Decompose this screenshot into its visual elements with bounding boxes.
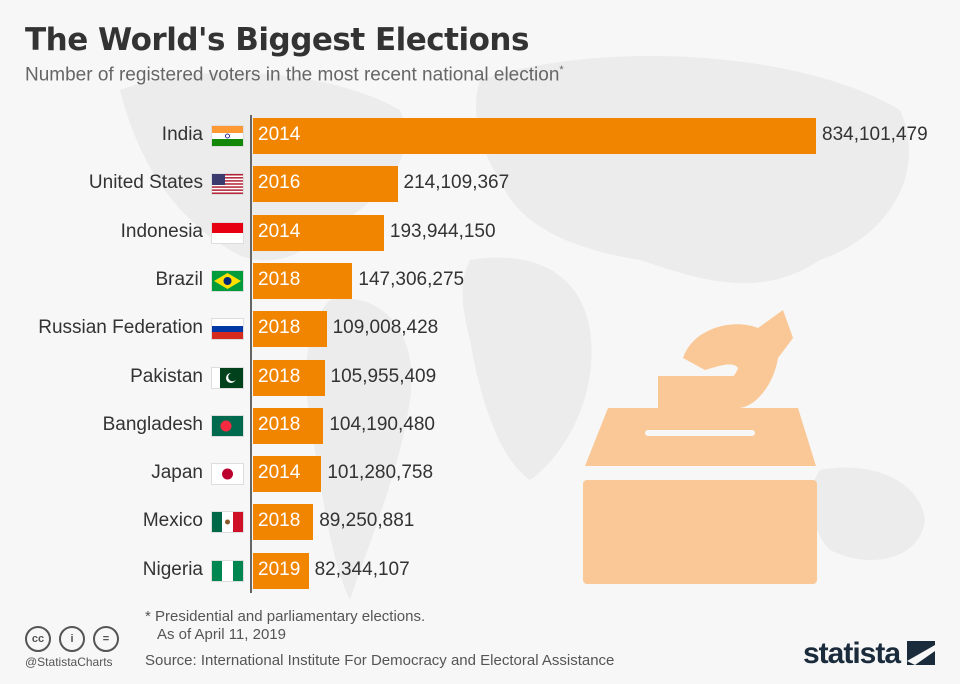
bar	[253, 456, 322, 493]
statista-logo-icon	[907, 641, 936, 665]
bar-value-label: 834,101,479	[822, 124, 928, 145]
bar-year-label: 2014	[258, 220, 301, 242]
no-derivatives-icon: =	[93, 626, 119, 652]
flag-icon-russian-federation	[212, 319, 243, 340]
country-label: Pakistan	[130, 365, 203, 387]
flag-icon-indonesia	[212, 222, 243, 243]
bar-value-label: 89,250,881	[319, 510, 415, 532]
bar	[253, 214, 384, 251]
bar-year-label: 2018	[258, 365, 301, 387]
bar-year-label: 2019	[258, 558, 301, 580]
creative-commons-icon: cc	[25, 626, 51, 652]
country-label: Japan	[151, 462, 203, 484]
bar-value-label: 147,306,275	[358, 268, 465, 290]
bar-year-label: 2014	[258, 124, 301, 145]
flag-icon-india	[212, 126, 243, 146]
bar-value-label: 101,280,758	[327, 462, 434, 484]
country-label: Brazil	[155, 268, 203, 290]
flag-icon-japan	[212, 464, 243, 485]
flag-icon-pakistan	[212, 367, 243, 388]
source: Source: International Institute For Demo…	[145, 652, 615, 669]
bar-year-label: 2014	[258, 462, 301, 484]
country-label: Bangladesh	[102, 413, 203, 435]
country-label: Russian Federation	[38, 317, 203, 339]
bar	[253, 552, 309, 589]
ballot-box-icon	[583, 310, 817, 584]
country-label: Mexico	[142, 510, 203, 532]
bar	[253, 359, 325, 396]
bar-value-label: 193,944,150	[389, 220, 496, 242]
chart-title: The World's Biggest Elections	[25, 22, 529, 58]
flag-icon-bangladesh	[212, 415, 243, 436]
bar	[253, 118, 816, 154]
attribution-icon: i	[59, 626, 85, 652]
bar	[253, 166, 398, 203]
bar-value-label: 104,190,480	[329, 413, 435, 435]
country-label: Nigeria	[142, 558, 203, 580]
bar	[253, 407, 324, 444]
flag-icon-brazil	[212, 270, 243, 291]
bar	[253, 262, 353, 299]
bar	[253, 504, 314, 541]
bar-year-label: 2018	[258, 317, 301, 339]
bar-value-label: 109,008,428	[332, 317, 439, 339]
subtitle-text: Number of registered voters in the most …	[25, 64, 560, 86]
footnote: * Presidential and parliamentary electio…	[145, 608, 426, 625]
bar	[253, 311, 327, 348]
country-label: India	[161, 124, 203, 145]
twitter-handle[interactable]: @StatistaCharts	[25, 655, 113, 669]
bar-value-label: 214,109,367	[403, 172, 510, 194]
bar-value-label: 105,955,409	[330, 365, 437, 387]
bar-year-label: 2018	[258, 510, 301, 532]
subtitle-footnote-mark: *	[559, 64, 564, 76]
bar-year-label: 2016	[258, 172, 301, 194]
country-label: Indonesia	[120, 220, 203, 242]
flag-icon-united-states	[212, 174, 243, 195]
as-of-date: As of April 11, 2019	[157, 626, 286, 643]
statista-logo[interactable]: statista	[803, 637, 936, 671]
country-label: United States	[88, 172, 203, 194]
flag-icon-nigeria	[212, 560, 243, 581]
brand-name: statista	[803, 637, 901, 670]
bar-year-label: 2018	[258, 413, 301, 435]
bar-value-label: 82,344,107	[314, 558, 410, 580]
chart-subtitle: Number of registered voters in the most …	[25, 64, 564, 86]
flag-icon-mexico	[212, 512, 243, 533]
y-axis-line	[250, 115, 252, 593]
bar-year-label: 2018	[258, 268, 301, 290]
